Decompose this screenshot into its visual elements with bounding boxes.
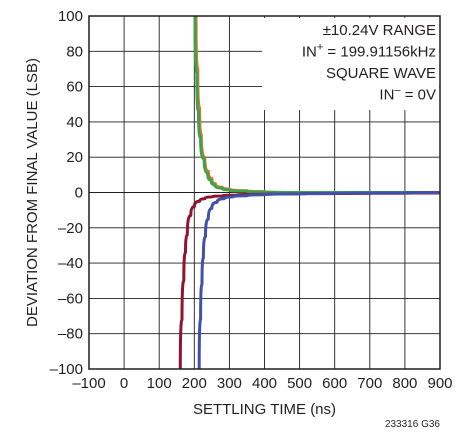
x-tick-label: 700 [357, 375, 382, 392]
x-tick-label: 100 [147, 375, 172, 392]
annotation-in-plus-value: = 199.91156kHz [323, 44, 436, 61]
series-line-3 [178, 191, 440, 369]
series-lines [178, 16, 440, 369]
annotation-in-minus-value: = 0V [401, 87, 436, 104]
y-tick-label: –100 [50, 361, 83, 378]
y-tick-label: 80 [66, 43, 83, 60]
y-tick-label: 20 [66, 149, 83, 166]
y-tick-label: 0 [75, 185, 83, 202]
y-tick-label: –60 [58, 290, 83, 307]
annotation-in-minus: IN– = 0V [379, 85, 436, 104]
y-tick-label: –80 [58, 326, 83, 343]
y-tick-label: 60 [66, 79, 83, 96]
annotation-in-plus: IN+ = 199.91156kHz [302, 42, 436, 61]
annotation-waveform: SQUARE WAVE [326, 65, 436, 82]
plot-frame [88, 15, 441, 370]
annotation-in-minus-sup: – [394, 85, 401, 97]
y-axis-title: DEVIATION FROM FINAL VALUE (LSB) [24, 58, 41, 327]
annotation-box: ±10.24V RANGE IN+ = 199.91156kHz SQUARE … [262, 18, 439, 110]
series-line-4 [197, 191, 440, 369]
x-tick-labels: –100 0 100 200 300 400 500 600 700 800 900 [72, 375, 452, 392]
y-tick-label: 100 [58, 8, 83, 25]
y-tick-labels: –100 –80 –60 –40 –20 0 20 40 60 80 100 [50, 8, 83, 378]
figure-id: 233316 G36 [385, 419, 440, 430]
y-tick-label: 40 [66, 114, 83, 131]
x-tick-label: 400 [252, 375, 277, 392]
x-tick-label: 500 [287, 375, 312, 392]
annotation-in-plus-prefix: IN [302, 44, 317, 61]
annotation-in-minus-prefix: IN [379, 87, 394, 104]
x-tick-label: 800 [392, 375, 417, 392]
x-tick-label: 600 [322, 375, 347, 392]
annotation-in-plus-sup: + [317, 42, 323, 54]
x-axis-title: SETTLING TIME (ns) [193, 401, 336, 418]
x-tick-label: 200 [182, 375, 207, 392]
x-tick-label: –100 [72, 375, 105, 392]
x-tick-label: 300 [217, 375, 242, 392]
annotation-range: ±10.24V RANGE [323, 22, 436, 39]
y-tick-label: –20 [58, 220, 83, 237]
x-tick-label: 900 [427, 375, 452, 392]
x-tick-label: 0 [120, 375, 128, 392]
annotation-background [262, 18, 439, 110]
y-tick-label: –40 [58, 255, 83, 272]
